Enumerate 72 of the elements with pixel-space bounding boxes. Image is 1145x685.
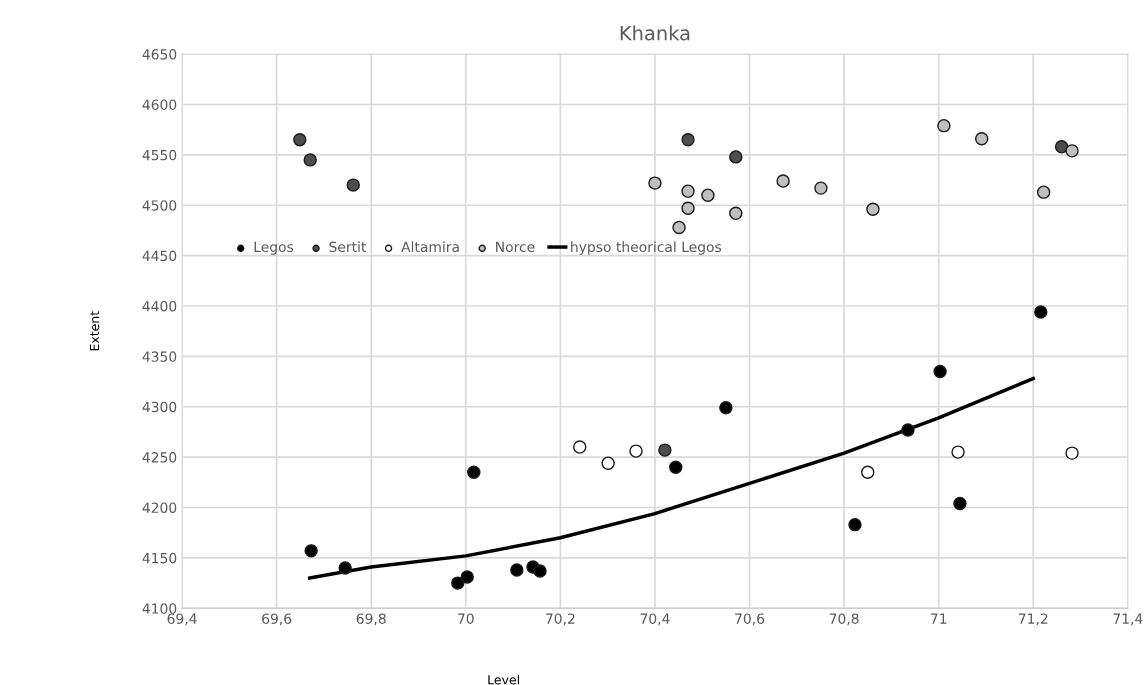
y-tick-label: 4500 [142,200,177,211]
point [681,201,695,215]
y-tick-label: 4400 [142,300,177,312]
y-tick-label: 4650 [142,49,177,60]
legend-label: Norce [496,241,535,253]
point [951,445,965,459]
x-tick-label: 70,8 [829,613,859,626]
x-tick-label: 70,6 [735,613,765,626]
point [658,443,672,457]
y-tick-label: 4450 [142,250,177,262]
point [814,181,828,195]
point [681,184,695,198]
x-tick-label: 71,2 [1018,613,1048,626]
point [629,444,643,458]
x-tick-label: 69,8 [356,613,386,626]
point [346,178,360,192]
point [1065,144,1079,158]
point [1054,140,1069,154]
y-tick-label: 4250 [142,452,177,463]
point [648,176,662,190]
y-axis-title: Extent [89,311,100,351]
y-tick-label: 4550 [142,149,177,161]
point [848,517,862,532]
point [451,576,465,590]
point [533,564,547,578]
legend-label: Sertit [329,241,367,253]
point [729,206,743,221]
y-tick-label: 4100 [142,603,177,614]
y-tick-label: 4150 [142,552,177,564]
point [729,150,743,164]
y-tick-label: 4350 [142,351,177,362]
chart-title: Khanka [620,25,690,41]
line-series [307,376,1035,580]
point [953,496,967,511]
y-tick-label: 4600 [142,99,177,110]
point [304,544,318,558]
x-axis-title: Level [488,674,519,685]
point [601,456,615,470]
point [338,561,352,575]
point [901,423,915,437]
x-tick-label: 70,2 [546,613,575,626]
point [303,153,317,167]
point [1065,446,1079,460]
x-tick-label: 70 [458,613,474,624]
point [460,570,474,584]
y-tick-label: 4300 [142,401,177,413]
x-tick-label: 69,6 [262,613,292,626]
point [573,440,587,454]
x-tick-label: 71,4 [1113,613,1143,626]
point [701,188,715,202]
point [1034,305,1048,319]
point [510,563,524,577]
point [1036,185,1051,199]
legend-label: hypso theorical Legos [571,241,722,255]
point [669,460,683,474]
x-tick-label: 71 [930,613,947,624]
point [719,401,733,415]
y-tick-label: 4200 [142,502,177,513]
point [293,133,307,147]
point [672,220,686,235]
point [861,465,875,479]
x-tick-label: 70,4 [640,613,670,626]
x-tick-label: 69,4 [167,613,197,626]
legend-label: Altamira [401,241,459,253]
point [776,174,790,188]
point [681,133,695,147]
point [866,202,880,216]
point [937,118,951,133]
point [933,364,947,379]
legend-label: Legos [254,241,294,255]
point [467,465,481,479]
point [974,132,989,146]
